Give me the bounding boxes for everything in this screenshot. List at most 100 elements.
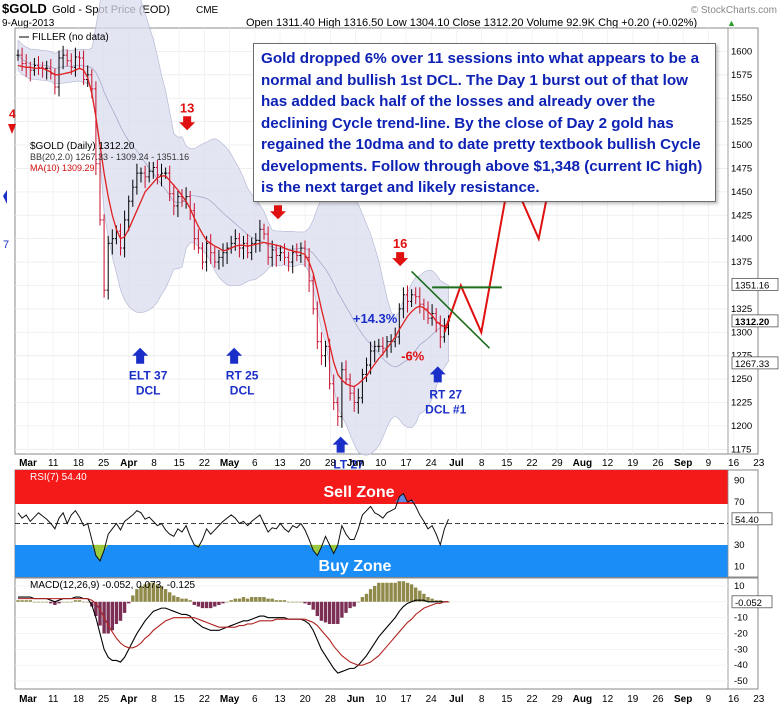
macd-histogram-bar: [221, 601, 225, 604]
macd-histogram-bar: [254, 597, 258, 602]
macd-histogram-bar: [434, 600, 438, 602]
macd-tick-label: -50: [734, 676, 748, 687]
macd-histogram-bar: [389, 582, 393, 602]
cycle-low-label: ELT 37: [129, 369, 168, 383]
macd-histogram-bar: [409, 584, 414, 602]
price-tick-label: 1575: [731, 70, 752, 81]
date-tick-label: 22: [199, 694, 211, 705]
date-tick-label: Jun: [347, 458, 365, 469]
date-tick-label: Aug: [573, 694, 592, 705]
date-tick-label: Mar: [19, 694, 37, 705]
price-tick-label: 1400: [731, 234, 752, 245]
price-badge-value: 1351.16: [735, 280, 769, 291]
date-tick-label: 26: [652, 694, 664, 705]
sell-zone-label: Sell Zone: [323, 484, 394, 501]
macd-histogram-bar: [336, 601, 340, 624]
price-tick-label: 1200: [731, 421, 752, 432]
macd-histogram-bar: [229, 600, 233, 602]
macd-histogram-bar: [426, 597, 430, 602]
macd-histogram-bar: [356, 601, 360, 603]
price-tick-label: 1500: [731, 140, 752, 151]
header-exchange: CME: [196, 5, 219, 16]
date-tick-label: Sep: [674, 694, 692, 705]
date-tick-label: 11: [48, 694, 59, 705]
filler-legend: FILLER (no data): [32, 32, 109, 43]
cycle-low-label: DCL: [136, 384, 161, 398]
side-red-arrow: [8, 124, 16, 134]
macd-tick-label: -40: [734, 660, 748, 671]
macd-histogram-bar: [418, 590, 422, 602]
date-tick-label: 8: [479, 458, 485, 469]
date-tick-label: 13: [274, 694, 286, 705]
macd-histogram-bar: [422, 593, 426, 602]
date-tick-label: Apr: [120, 694, 137, 705]
rsi-value-badge: [731, 512, 773, 526]
date-tick-label: May: [220, 458, 240, 469]
date-tick-label: 19: [627, 694, 639, 705]
macd-histogram-bar: [233, 598, 237, 602]
date-tick-label: 12: [602, 458, 614, 469]
bollinger-middle-line: [17, 54, 449, 368]
date-tick-label: 28: [325, 694, 337, 705]
macd-histogram-bar: [77, 600, 82, 602]
down-arrow-icon: [392, 252, 409, 267]
macd-histogram-bar: [81, 601, 86, 603]
macd-histogram-bar: [430, 598, 434, 602]
projection-lines: [411, 93, 569, 349]
macd-histogram-bar: [135, 589, 139, 602]
macd-histogram-bar: [40, 601, 45, 603]
commentary-box: Gold dropped 6% over 11 sessions into wh…: [253, 43, 716, 202]
price-badge: 1351.16: [731, 277, 779, 291]
date-tick-label: 26: [652, 458, 664, 469]
macd-plot: [15, 581, 728, 682]
macd-histogram-bar: [204, 601, 209, 609]
macd-histogram-bar: [344, 601, 348, 613]
price-tick-label: 1250: [731, 374, 752, 385]
date-tick-label: Mar: [19, 458, 37, 469]
date-tick-label: 15: [174, 458, 186, 469]
macd-histogram-bar: [98, 601, 102, 626]
date-axis-top: Mar 11 18 25 Apr 8 15 22 May 6 13 20 28 Jun 10 17 24 Jul 8…: [19, 458, 765, 469]
percent-move-label: -6%: [401, 348, 425, 363]
rsi-overbought-fill: [399, 493, 404, 503]
date-tick-label: 18: [73, 694, 85, 705]
up-arrow-icon: [226, 347, 243, 364]
date-tick-label: 20: [300, 458, 312, 469]
price-tick-label: 1275: [731, 351, 752, 362]
macd-histogram-bar: [188, 600, 192, 602]
price-tick-label: 1550: [731, 93, 752, 104]
price-legend: $GOLD (Daily) 1312.20: [30, 141, 135, 152]
date-tick-label: 24: [426, 458, 438, 469]
macd-histogram-bar: [270, 598, 274, 602]
cycle-low-label: LT 27: [333, 458, 364, 472]
price-tick-label: 1475: [731, 163, 752, 174]
date-tick-label: Jun: [347, 694, 365, 705]
date-tick-label: 15: [501, 458, 513, 469]
date-tick-label: 17: [400, 694, 412, 705]
macd-histogram-bar: [36, 601, 41, 603]
header-ohlc: Open 1311.40 High 1316.50 Low 1304.10 Cl…: [246, 17, 697, 29]
date-tick-label: 8: [151, 694, 157, 705]
price-y-axis: 1175120012251250127513001325135013751400…: [727, 28, 779, 455]
macd-histogram-bar: [401, 581, 406, 602]
macd-histogram-bar: [373, 585, 377, 602]
macd-histogram-bar: [286, 601, 291, 603]
macd-line: [18, 596, 449, 674]
macd-histogram-bar: [118, 601, 123, 621]
side-blue-arrow: [3, 190, 7, 204]
macd-histogram-bar: [278, 600, 283, 602]
date-tick-label: 22: [526, 458, 538, 469]
macd-histogram-bar: [73, 600, 78, 602]
bb-legend: BB(20,2.0) 1267.33 - 1309.24 - 1351.16: [30, 152, 189, 162]
price-tick-label: 1175: [731, 444, 751, 455]
date-tick-label: Jul: [449, 694, 464, 705]
date-tick-label: Aug: [573, 458, 592, 469]
cycle-low-label: RT 25: [226, 369, 259, 383]
date-tick-label: 20: [300, 694, 312, 705]
macd-histogram-bar: [303, 601, 307, 604]
date-tick-label: 16: [728, 458, 740, 469]
macd-histogram-bar: [377, 582, 381, 602]
macd-value-label: -0.052: [735, 598, 762, 609]
macd-histogram-bar: [180, 598, 184, 602]
date-tick-label: 17: [400, 458, 412, 469]
